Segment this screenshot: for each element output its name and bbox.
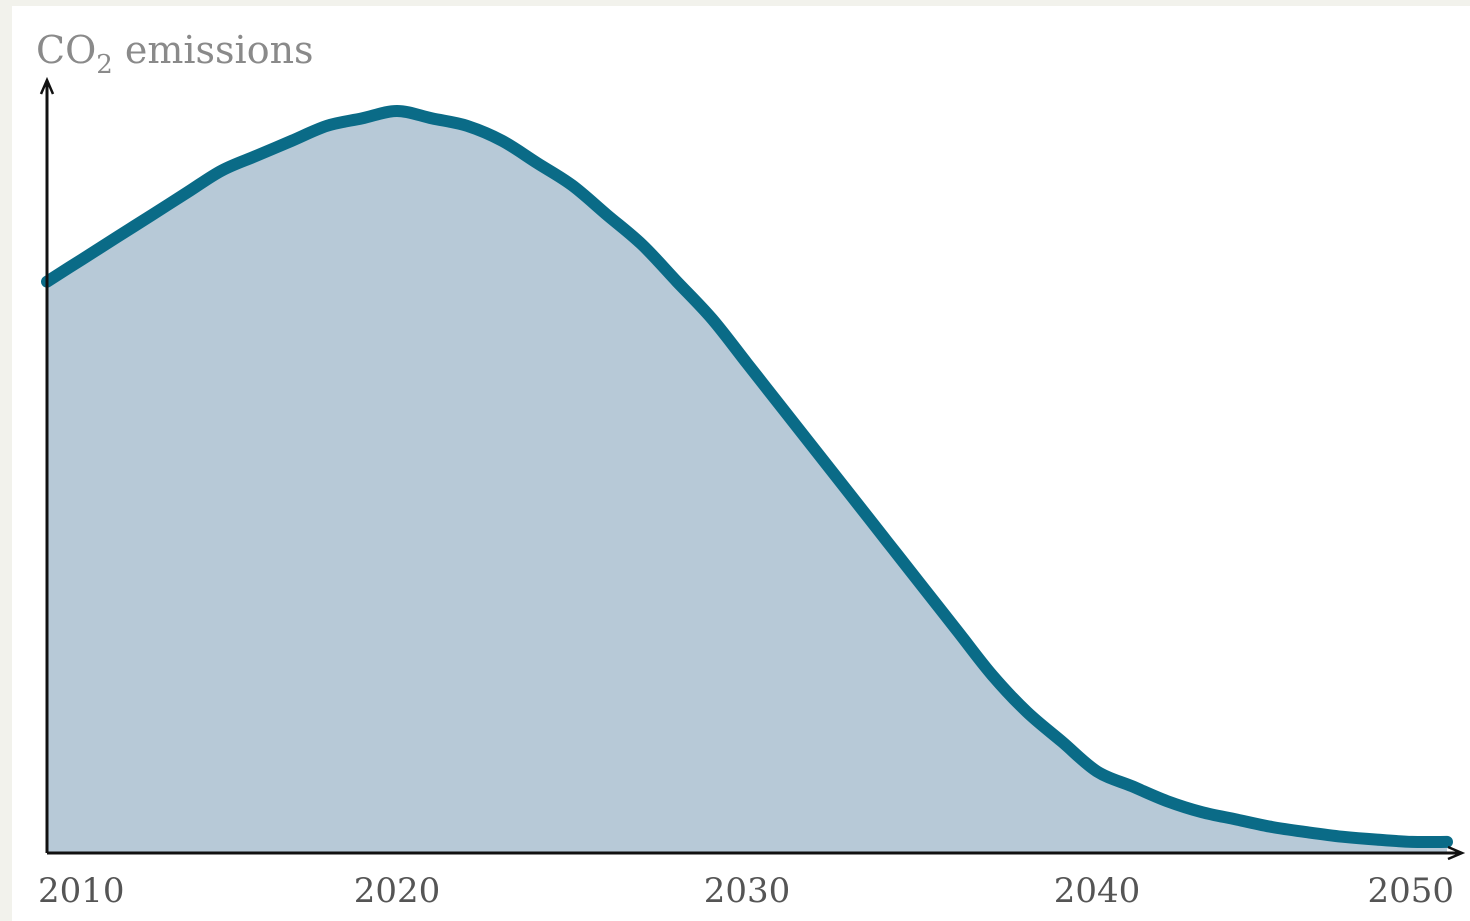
x-axis-arrow-icon — [1447, 845, 1466, 861]
emissions-area-fill — [47, 111, 1447, 853]
y-axis-label-rest: emissions — [113, 28, 314, 72]
emissions-area-chart: CO2 emissions 2010 2020 2030 2040 2050 — [36, 28, 1466, 911]
emissions-line — [41, 104, 1453, 849]
x-tick-label: 2030 — [704, 871, 791, 911]
x-tick-label: 2050 — [1367, 871, 1454, 911]
y-axis-label-subscript: 2 — [96, 50, 113, 80]
y-axis-label-main: CO — [36, 28, 96, 72]
y-axis-label: CO2 emissions — [36, 28, 314, 80]
y-axis-arrow-icon — [39, 76, 55, 95]
x-tick-label: 2040 — [1054, 871, 1141, 911]
chart-canvas: CO2 emissions 2010 2020 2030 2040 2050 — [12, 6, 1470, 921]
x-tick-label: 2020 — [354, 871, 441, 911]
x-tick-label: 2010 — [38, 871, 125, 911]
